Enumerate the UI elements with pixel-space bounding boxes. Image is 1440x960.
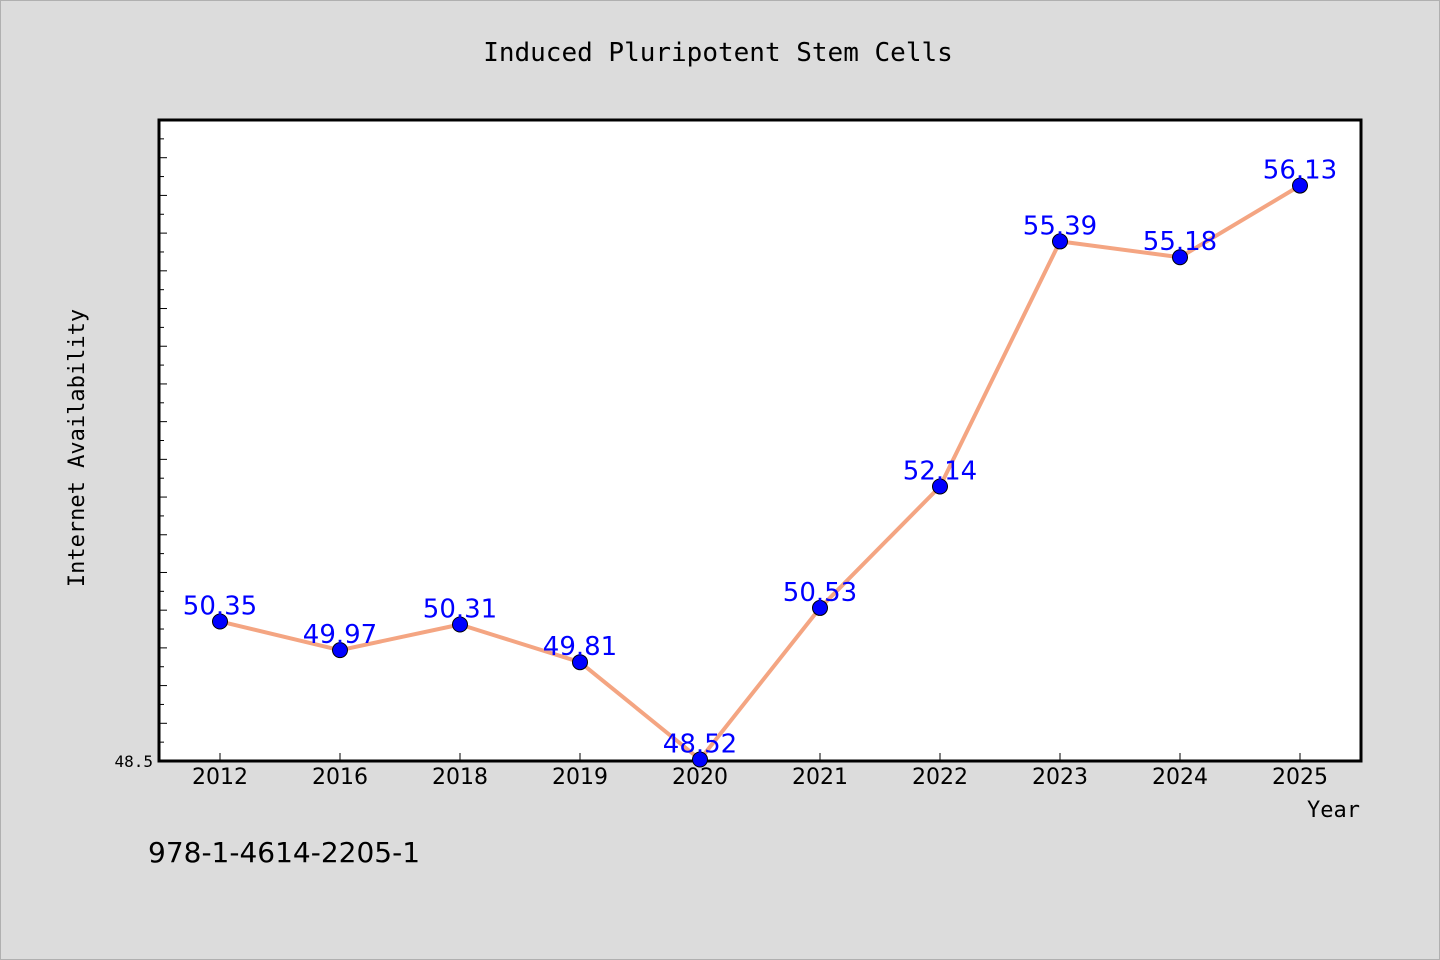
data-point (212, 613, 228, 630)
x-tick-label: 2022 (912, 765, 968, 790)
x-axis-ticks: 2012 2016 2018 2019 2020 2021 2022 2023 2024 2025 (192, 753, 1328, 790)
x-tick-label: 2016 (312, 765, 368, 790)
data-point (692, 751, 708, 768)
data-label: 50.31 (423, 595, 497, 625)
data-point (452, 616, 468, 633)
y-axis-ticks: 48.5 (114, 119, 167, 771)
y-axis-label: Internet Availability (65, 309, 90, 587)
x-tick-label: 2025 (1272, 765, 1328, 790)
x-tick-label: 2019 (552, 765, 608, 790)
data-label: 48.52 (663, 729, 737, 759)
chart-title: Induced Pluripotent Stem Cells (483, 38, 953, 68)
x-tick-label: 2023 (1032, 765, 1088, 790)
x-tick-label: 2020 (672, 765, 728, 790)
data-label: 56.13 (1263, 156, 1337, 186)
data-point (1052, 233, 1068, 250)
footnote-text: 978-1-4614-2205-1 (148, 836, 420, 869)
data-label: 50.35 (183, 591, 257, 621)
data-label: 55.18 (1143, 227, 1217, 257)
data-point (332, 642, 348, 659)
series-line (219, 183, 1302, 762)
data-label: 55.39 (1023, 211, 1097, 241)
data-point (572, 654, 588, 671)
data-label: 49.81 (543, 632, 617, 662)
series-markers (212, 177, 1308, 768)
x-tick-label: 2012 (192, 765, 248, 790)
data-point (1292, 177, 1308, 194)
data-label: 52.14 (903, 457, 977, 487)
data-labels: 50.35 49.97 50.31 49.81 48.52 50.53 52.14 55.39… (183, 156, 1337, 760)
x-tick-label: 2024 (1152, 765, 1208, 790)
data-label: 50.53 (783, 578, 857, 608)
x-tick-label: 2021 (792, 765, 848, 790)
data-point (812, 599, 828, 616)
data-point (932, 478, 948, 495)
data-point (1172, 249, 1188, 266)
x-tick-label: 2018 (432, 765, 488, 790)
data-label: 49.97 (303, 620, 377, 650)
y-tick-label: 48.5 (114, 752, 153, 771)
plot-area (157, 118, 1363, 763)
x-axis-label: Year (1307, 798, 1360, 823)
